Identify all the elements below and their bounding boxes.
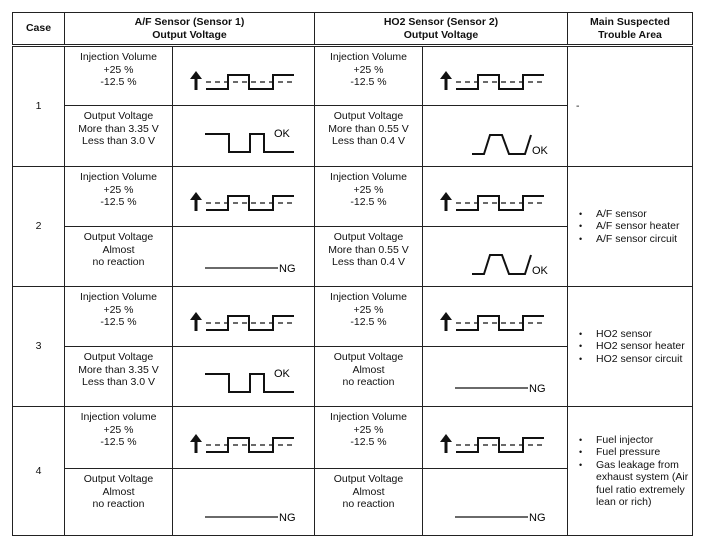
trouble-item: Gas leakage from exhaust system (Air fue…: [579, 459, 692, 509]
table-row: 4 Injection volume +25 % -12.5 % Injecti…: [12, 406, 693, 536]
ho2-output-waveform: OK: [422, 226, 568, 287]
af-output-waveform: NG: [172, 226, 315, 287]
trouble-area: HO2 sensorHO2 sensor heaterHO2 sensor ci…: [567, 286, 693, 407]
result-label: NG: [529, 512, 546, 524]
trouble-list: HO2 sensorHO2 sensor heaterHO2 sensor ci…: [574, 328, 692, 366]
trouble-item: A/F sensor heater: [579, 220, 692, 233]
trouble-list: Fuel injectorFuel pressureGas leakage fr…: [574, 434, 692, 509]
table-row: Output Voltage Almost no reaction NG Out…: [13, 226, 693, 287]
ho2-injection-label: Injection Volume +25 % -12.5 %: [314, 166, 423, 227]
ho2-output-waveform: NG: [422, 468, 568, 536]
header-case: Case: [12, 12, 65, 47]
af-output-label: Output Voltage More than 3.35 V Less tha…: [64, 346, 173, 407]
trouble-item: Fuel injector: [579, 434, 692, 447]
header-ho2-sensor: HO2 Sensor (Sensor 2) Output Voltage: [314, 12, 568, 47]
af-injection-label: Injection Volume +25 % -12.5 %: [64, 166, 173, 227]
header-trouble-area: Main Suspected Trouble Area: [567, 12, 693, 47]
result-label: NG: [529, 383, 546, 395]
result-label: OK: [274, 368, 291, 380]
af-injection-waveform: [172, 166, 315, 227]
trouble-list: A/F sensorA/F sensor heaterA/F sensor ci…: [574, 208, 692, 246]
result-label: NG: [279, 512, 296, 524]
af-injection-label: Injection volume +25 % -12.5 %: [64, 406, 173, 469]
diagnosis-table: Case A/F Sensor (Sensor 1) Output Voltag…: [12, 12, 693, 536]
ho2-injection-waveform: [422, 45, 568, 106]
case-number: 1: [12, 45, 65, 167]
case-number: 3: [12, 286, 65, 407]
ho2-injection-waveform: [422, 406, 568, 469]
af-output-label: Output Voltage Almost no reaction: [64, 468, 173, 536]
af-injection-label: Injection Volume +25 % -12.5 %: [64, 286, 173, 347]
ho2-injection-label: Injection Volume +25 % -12.5 %: [314, 45, 423, 106]
trouble-item: HO2 sensor circuit: [579, 353, 692, 366]
af-output-label: Output Voltage Almost no reaction: [64, 226, 173, 287]
trouble-item: A/F sensor circuit: [579, 233, 692, 246]
case-number: 2: [12, 166, 65, 287]
af-output-waveform: OK: [172, 105, 315, 167]
ho2-output-label: Output Voltage Almost no reaction: [314, 346, 423, 407]
af-injection-waveform: [172, 286, 315, 347]
table-row: 1 Injection Volume +25 % -12.5 % Injecti…: [12, 45, 693, 167]
trouble-area: Fuel injectorFuel pressureGas leakage fr…: [567, 406, 693, 536]
trouble-item: HO2 sensor heater: [579, 340, 692, 353]
table-row: Output Voltage More than 3.35 V Less tha…: [13, 346, 693, 407]
af-injection-waveform: [172, 406, 315, 469]
ho2-injection-label: Injection Volume +25 % -12.5 %: [314, 286, 423, 347]
case-number: 4: [12, 406, 65, 536]
table-row: 3 Injection Volume +25 % -12.5 % Injecti…: [12, 286, 693, 407]
af-injection-label: Injection Volume +25 % -12.5 %: [64, 45, 173, 106]
result-label: OK: [532, 265, 549, 277]
trouble-item: Fuel pressure: [579, 446, 692, 459]
ho2-output-waveform: OK: [422, 105, 568, 167]
result-label: OK: [532, 145, 549, 157]
ho2-injection-waveform: [422, 166, 568, 227]
ho2-output-waveform: NG: [422, 346, 568, 407]
ho2-injection-label: Injection Volume +25 % -12.5 %: [314, 406, 423, 469]
trouble-none: -: [576, 100, 580, 113]
ho2-output-label: Output Voltage More than 0.55 V Less tha…: [314, 226, 423, 287]
header-af-sensor: A/F Sensor (Sensor 1) Output Voltage: [64, 12, 315, 47]
ho2-output-label: Output Voltage Almost no reaction: [314, 468, 423, 536]
table-row: Output Voltage More than 3.35 V Less tha…: [13, 105, 693, 167]
result-label: OK: [274, 128, 291, 140]
af-output-label: Output Voltage More than 3.35 V Less tha…: [64, 105, 173, 167]
af-injection-waveform: [172, 45, 315, 106]
trouble-item: A/F sensor: [579, 208, 692, 221]
trouble-item: HO2 sensor: [579, 328, 692, 341]
ho2-injection-waveform: [422, 286, 568, 347]
result-label: NG: [279, 263, 296, 275]
ho2-output-label: Output Voltage More than 0.55 V Less tha…: [314, 105, 423, 167]
trouble-area: -: [567, 45, 693, 167]
table-row: 2 Injection Volume +25 % -12.5 % Injecti…: [12, 166, 693, 287]
af-output-waveform: OK: [172, 346, 315, 407]
trouble-area: A/F sensorA/F sensor heaterA/F sensor ci…: [567, 166, 693, 287]
af-output-waveform: NG: [172, 468, 315, 536]
